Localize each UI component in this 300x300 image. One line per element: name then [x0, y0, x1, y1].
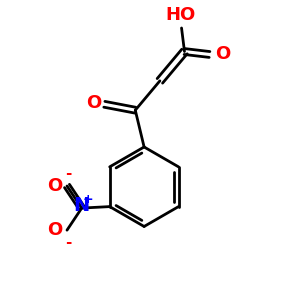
Text: +: +	[83, 193, 94, 206]
Text: N: N	[74, 196, 90, 215]
Text: O: O	[47, 221, 63, 239]
Text: O: O	[86, 94, 101, 112]
Text: -: -	[65, 236, 72, 250]
Text: O: O	[215, 46, 230, 64]
Text: HO: HO	[165, 6, 195, 24]
Text: O: O	[47, 177, 63, 195]
Text: -: -	[65, 166, 72, 181]
